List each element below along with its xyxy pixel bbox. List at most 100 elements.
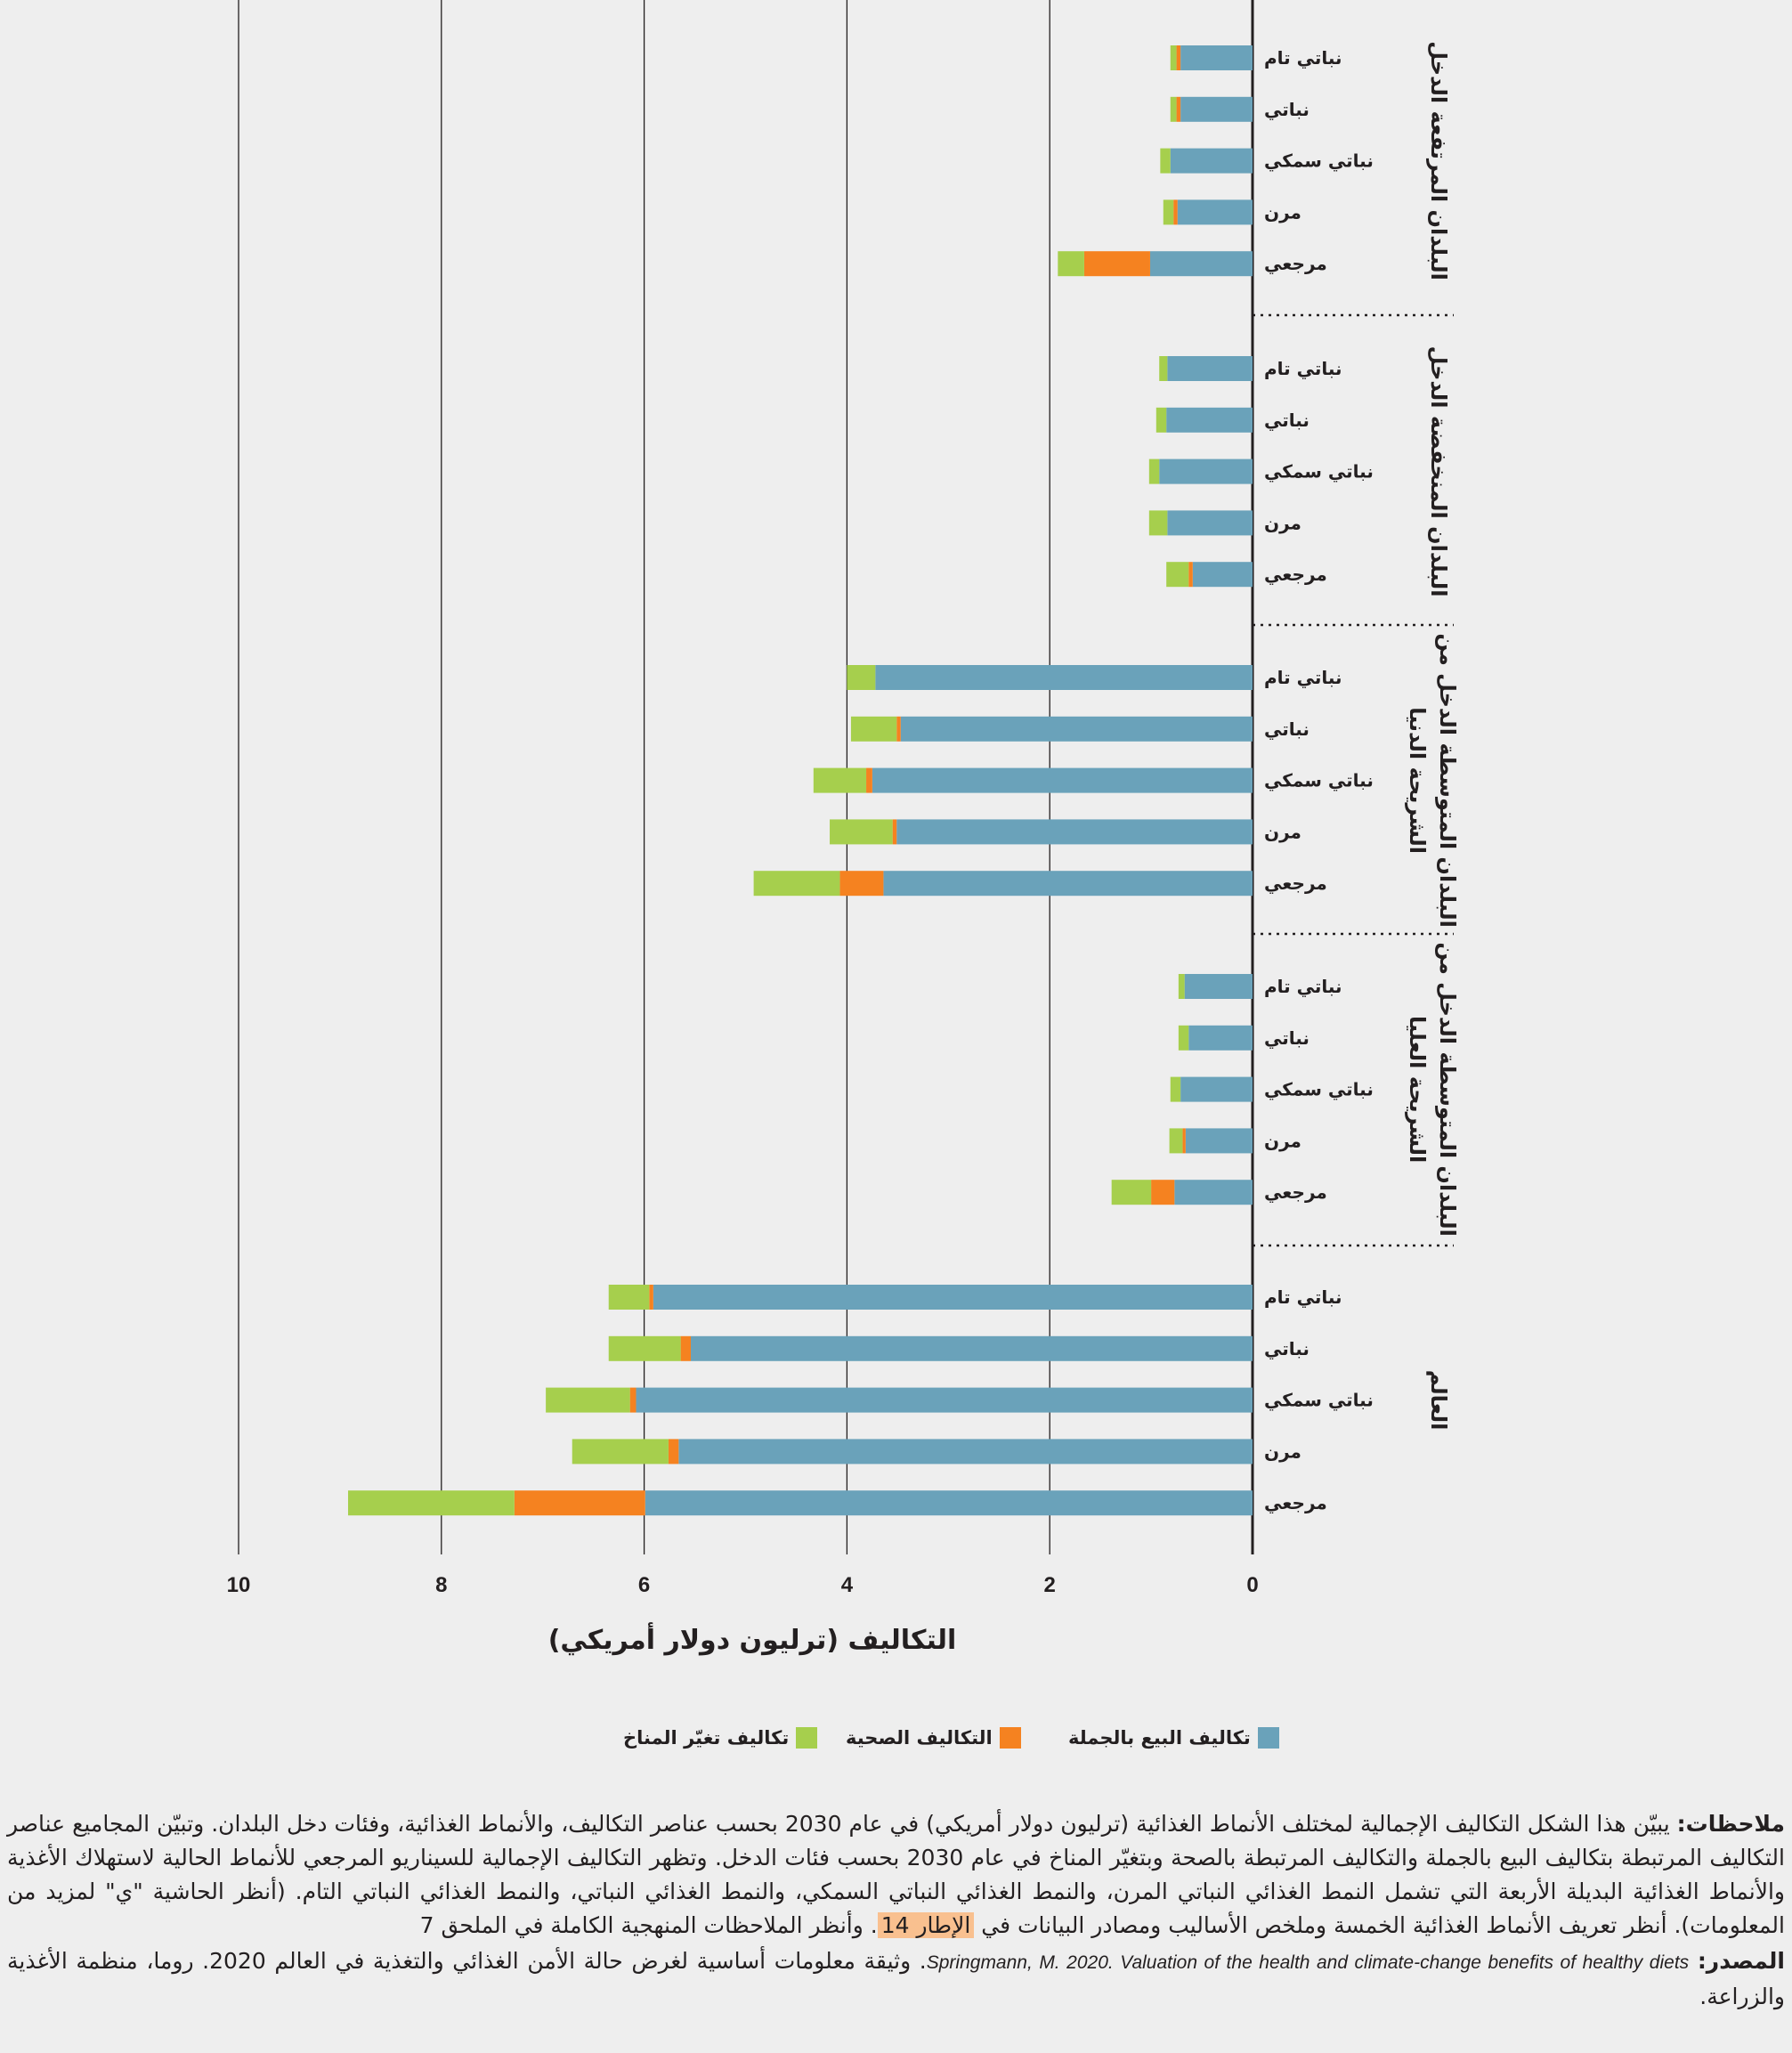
bar-segment-wholesale (1167, 356, 1253, 381)
group-label: الشريحة العليا (1405, 1016, 1430, 1163)
bar-segment-climate (1160, 148, 1171, 174)
category-label: نباتي سمكي (1264, 1079, 1374, 1101)
legend-label: تكاليف تغيّر المناخ (623, 1727, 790, 1749)
x-tick-label: 4 (841, 1573, 854, 1597)
group-label: البلدان المنخفضة الدخل (1426, 346, 1451, 597)
legend-swatch-health (999, 1727, 1021, 1749)
notes: ملاحظات: يبيّن هذا الشكل التكاليف الإجما… (7, 1807, 1785, 2014)
notes-label: ملاحظات: (1676, 1811, 1786, 1837)
category-label: نباتي (1264, 1027, 1310, 1050)
bar-segment-climate (1058, 251, 1084, 277)
bar-segment-climate (1170, 96, 1177, 122)
bar-segment-health (1083, 251, 1150, 277)
group-label: الشريحة الدنيا (1405, 707, 1430, 854)
bar-segment-climate (1163, 199, 1174, 225)
bar-segment-climate (348, 1490, 515, 1516)
bar-segment-climate (1170, 1076, 1181, 1102)
bar-segment-health (839, 871, 884, 897)
legend-label: التكاليف الصحية (846, 1727, 993, 1749)
category-label: مرجعي (1264, 253, 1327, 275)
category-label: مرن (1264, 512, 1301, 533)
stacked-bar-chart: 0 2 4 6 8 10 التكاليف (ترليون دولار أمريكي) نبا… (227, 0, 1460, 1656)
category-label: مرجعي (1264, 564, 1327, 586)
bar-segment-health (866, 767, 872, 793)
group-label: البلدان المتوسطة الدخل من (1435, 942, 1460, 1236)
bar-segment-health (1151, 1180, 1175, 1205)
group-label: البلدان المتوسطة الدخل من (1435, 633, 1460, 927)
category-label: مرجعي (1264, 1492, 1327, 1514)
bar-segment-wholesale (645, 1490, 1253, 1516)
bar-segment-wholesale (1170, 148, 1253, 174)
category-label: نباتي سمكي (1264, 1390, 1374, 1412)
legend-label: تكاليف البيع بالجملة (1068, 1727, 1251, 1749)
category-label: نباتي سمكي (1264, 150, 1374, 173)
bar-segment-wholesale (1184, 974, 1253, 999)
x-tick-label: 6 (638, 1573, 650, 1597)
bar-segment-health (649, 1285, 653, 1310)
category-label: نباتي تام (1264, 976, 1342, 998)
x-tick-label: 10 (227, 1573, 251, 1597)
bar-segment-wholesale (1188, 1025, 1253, 1051)
x-tick-label: 0 (1246, 1573, 1258, 1597)
bar-segment-climate (850, 716, 897, 742)
bar-segment-health (1176, 96, 1181, 122)
bar-segment-climate (1148, 510, 1168, 536)
bar-segment-wholesale (1180, 96, 1253, 122)
bar-segment-wholesale (1180, 45, 1253, 70)
bar-segment-climate (1111, 1180, 1152, 1205)
legend-item-health: التكاليف الصحية (846, 1727, 1021, 1749)
bar-segment-health (629, 1387, 637, 1413)
bar-segment-health (1188, 562, 1193, 588)
legend: تكاليف البيع بالجملة التكاليف الصحية تكا… (0, 1727, 1792, 1757)
notes-text: يبيّن هذا الشكل التكاليف الإجمالية لمختل… (7, 1811, 1785, 1938)
category-label: نباتي (1264, 718, 1310, 741)
x-tick-label: 8 (435, 1573, 447, 1597)
bar-segment-wholesale (900, 716, 1253, 742)
legend-swatch-wholesale (1257, 1727, 1279, 1749)
category-label: مرجعي (1264, 1181, 1327, 1204)
source-label: المصدر: (1697, 1948, 1785, 1974)
bar-segment-health (680, 1335, 691, 1361)
bar-segment-health (892, 819, 897, 845)
group-label: البلدان المرتفعة الدخل (1426, 41, 1451, 280)
bar-segment-health (668, 1439, 679, 1465)
x-axis-title: التكاليف (ترليون دولار أمريكي) (548, 1622, 957, 1656)
bar-segment-climate (1148, 458, 1160, 484)
bar-segment-climate (608, 1335, 681, 1361)
group-label: العالم (1426, 1370, 1451, 1431)
bar-segment-wholesale (1149, 251, 1253, 277)
category-label: مرن (1264, 821, 1301, 842)
bar-segment-health (514, 1490, 645, 1516)
category-label: نباتي تام (1264, 667, 1342, 689)
category-label: مرن (1264, 1130, 1301, 1151)
bar-segment-wholesale (653, 1285, 1253, 1310)
bar-segment-climate (572, 1439, 669, 1465)
notes-text-2: . وأنظر الملاحظات المنهجية الكاملة في ال… (419, 1912, 878, 1938)
bar-segment-climate (830, 819, 893, 845)
bar-segment-climate (813, 767, 867, 793)
bar-segment-climate (847, 665, 876, 690)
notes-paragraph: ملاحظات: يبيّن هذا الشكل التكاليف الإجما… (7, 1807, 1785, 1943)
bar-segment-wholesale (1167, 510, 1253, 536)
bar-segment-climate (1178, 1025, 1189, 1051)
bar-segment-climate (1178, 974, 1185, 999)
bar-segment-wholesale (1166, 407, 1253, 433)
bar-segment-climate (1159, 356, 1168, 381)
bar-segment-health (1176, 45, 1181, 70)
source-citation: Springmann, M. 2020. Valuation of the he… (926, 1952, 1690, 1973)
bar-segment-wholesale (875, 665, 1253, 690)
category-label: مرن (1264, 201, 1301, 223)
category-label: نباتي تام (1264, 1286, 1342, 1309)
bar-segment-wholesale (1159, 458, 1253, 484)
bar-segment-wholesale (1177, 199, 1253, 225)
bar-segment-climate (1155, 407, 1167, 433)
legend-swatch-climate (796, 1727, 818, 1749)
bar-segment-wholesale (1192, 562, 1253, 588)
bar-segment-wholesale (1185, 1128, 1253, 1154)
bar-segment-wholesale (636, 1387, 1253, 1413)
bar-segment-climate (608, 1285, 650, 1310)
bar-segment-climate (1169, 1128, 1183, 1154)
category-label: نباتي تام (1264, 358, 1342, 380)
bar-segment-wholesale (872, 767, 1253, 793)
box-14-link[interactable]: الإطار 14 (877, 1912, 975, 1938)
